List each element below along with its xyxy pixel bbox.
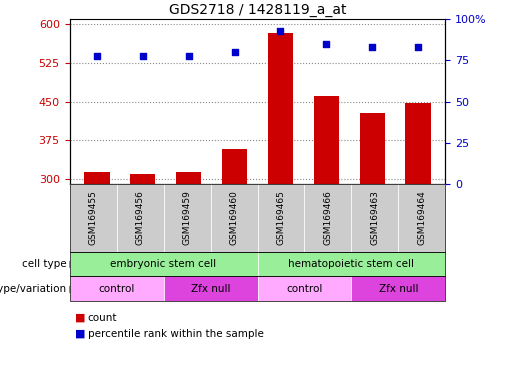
Bar (405, 103, 431, 184)
Text: GSM169466: GSM169466 (323, 190, 333, 245)
Bar (130, 174, 156, 184)
Text: GSM169460: GSM169460 (230, 190, 238, 245)
Text: GSM169465: GSM169465 (277, 190, 285, 245)
Text: GSM169463: GSM169463 (370, 190, 380, 245)
Text: ■: ■ (75, 313, 85, 323)
Text: genotype/variation: genotype/variation (0, 284, 67, 294)
Point (414, 44, 422, 50)
Point (184, 53, 193, 59)
Point (277, 28, 285, 34)
Text: percentile rank within the sample: percentile rank within the sample (88, 329, 264, 339)
Point (230, 49, 238, 55)
Text: Zfx null: Zfx null (379, 284, 418, 294)
Text: ▶: ▶ (69, 284, 77, 294)
Text: control: control (98, 284, 135, 294)
Text: GSM169464: GSM169464 (418, 190, 426, 245)
Point (139, 53, 147, 59)
Text: cell type: cell type (22, 259, 67, 269)
Point (368, 44, 376, 50)
Text: ▶: ▶ (69, 259, 77, 269)
Bar (268, 33, 293, 184)
Text: hematopoietic stem cell: hematopoietic stem cell (288, 259, 415, 269)
Bar (314, 96, 339, 184)
Bar (359, 113, 385, 184)
Bar (176, 172, 201, 184)
Text: ■: ■ (75, 329, 85, 339)
Text: Zfx null: Zfx null (191, 284, 230, 294)
Text: GSM169459: GSM169459 (182, 190, 192, 245)
Text: control: control (286, 284, 323, 294)
Text: GSM169456: GSM169456 (135, 190, 145, 245)
Point (93, 53, 101, 59)
Title: GDS2718 / 1428119_a_at: GDS2718 / 1428119_a_at (169, 3, 346, 17)
Text: embryonic stem cell: embryonic stem cell (110, 259, 217, 269)
Point (322, 41, 331, 47)
Text: count: count (88, 313, 117, 323)
Bar (84, 172, 110, 184)
Text: GSM169455: GSM169455 (89, 190, 97, 245)
Bar (222, 149, 247, 184)
